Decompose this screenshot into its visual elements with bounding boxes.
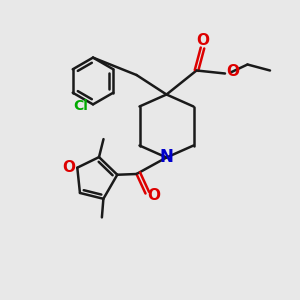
Text: N: N xyxy=(160,148,173,166)
Text: Cl: Cl xyxy=(73,99,88,113)
Text: O: O xyxy=(147,188,161,202)
Text: O: O xyxy=(226,64,239,80)
Text: O: O xyxy=(196,33,209,48)
Text: O: O xyxy=(62,160,75,175)
